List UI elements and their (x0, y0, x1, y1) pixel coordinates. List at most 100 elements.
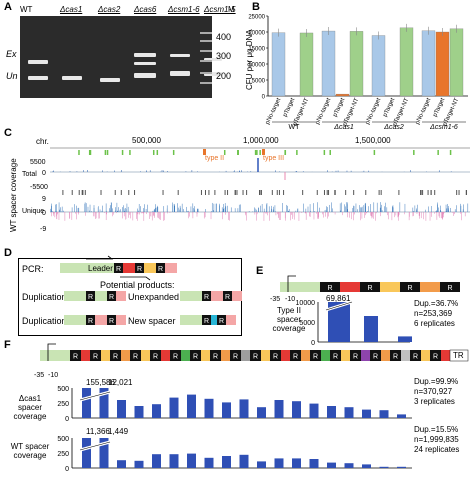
f-spacer-block (121, 350, 130, 361)
e-leader-block (280, 282, 320, 292)
f-bottom-peak-2: 1,449 (108, 427, 129, 436)
spacer-origin-mark (345, 190, 347, 195)
f-spacer-block (201, 350, 210, 361)
b-group-label: Δcas2 (383, 124, 404, 131)
chr-tick-1.5m: 1,500,000 (355, 136, 391, 145)
spacer-origin-mark (365, 190, 367, 195)
f-bottom-bar (362, 464, 371, 468)
spacer-origin-mark (162, 190, 164, 195)
spacer-block (123, 263, 135, 273)
f-repeat-label: R (233, 354, 238, 361)
f-bottom-bar (169, 454, 179, 468)
panel-a-letter: A (4, 1, 12, 13)
e-promoter-arrow (287, 275, 296, 292)
spacer-origin-mark (466, 190, 468, 195)
gel-lane-label: Δcas1 (60, 5, 83, 14)
b-y-tick-label: 0 (262, 95, 266, 101)
spacer-origin-mark (71, 190, 73, 195)
f-spacer-block (161, 350, 170, 361)
spacer-origin-mark (430, 190, 432, 195)
chr-gene-mark (254, 150, 257, 155)
repeat-block (86, 291, 95, 301)
f-bottom-bar (379, 466, 389, 468)
chr-tick-500k: 500,000 (132, 136, 161, 145)
f-top-bar (187, 394, 196, 418)
f-bottom-ylabel: WT spacer coverage (10, 442, 50, 461)
spacer-origin-mark (78, 190, 80, 195)
f-bottom-bar (152, 454, 161, 468)
chr-gene-mark (296, 150, 298, 155)
f-repeat-label: R (413, 354, 418, 361)
f-top-ylabel: Δcas1 spacer coverage (13, 394, 47, 422)
f-bottom-bar (187, 453, 196, 468)
f-tr-block (449, 349, 469, 362)
f-spacer-block (341, 350, 350, 361)
f-bottom-bar (134, 460, 144, 468)
spacer-block (95, 291, 107, 301)
spacer-origin-mark (456, 190, 458, 195)
f-bottom-bar (327, 462, 336, 468)
spacer-origin-mark (224, 190, 226, 195)
spacer-origin-mark (328, 190, 330, 195)
e-repeat-label: R (447, 285, 452, 292)
e-pos-10: -10 (285, 296, 296, 303)
chr-gene-mark (88, 150, 91, 155)
f-repeat-block (310, 350, 321, 361)
f-bottom-bar (82, 438, 91, 468)
f-repeat-label: R (133, 354, 138, 361)
f-bottom-stat-rep: 24 replicates (414, 445, 460, 454)
f-spacer-block (381, 350, 390, 361)
pcr-label: PCR: (22, 264, 44, 274)
leader-label: Leader (88, 264, 113, 273)
f-top-peak-2: 12,021 (108, 378, 133, 387)
spacer-origin-mark (271, 190, 273, 195)
e-array-block (340, 282, 360, 292)
f-top-bar (82, 388, 91, 418)
new-spacer-block (211, 315, 217, 325)
f-top-bar (309, 403, 319, 418)
f-spacer-block (321, 350, 330, 361)
chr-gene-mark (373, 150, 376, 155)
f-bottom-bar (309, 459, 319, 468)
e-y-tick-label: 5000 (299, 320, 315, 327)
y-unique-zero: 0 (42, 210, 46, 217)
f-top-bar (379, 410, 389, 418)
type-iii-mark (262, 149, 265, 155)
leader-block (180, 291, 202, 301)
e-array-block (420, 282, 440, 292)
chr-gene-mark (237, 150, 239, 155)
f-repeat-block (390, 350, 401, 361)
f-repeat-label: R (313, 354, 318, 361)
spacer-origin-mark (120, 190, 122, 195)
type-ii-label: type II (205, 155, 225, 162)
spacer-origin-mark (427, 190, 429, 195)
f-top-bar (292, 401, 301, 418)
marker-200: 200 (216, 71, 232, 81)
f-repeat-label: R (273, 354, 278, 361)
f-bottom-bar (99, 438, 109, 468)
repeat-block (135, 263, 144, 273)
e-repeat-label: R (367, 285, 372, 292)
f-top-bar (152, 404, 161, 418)
f-top-y-tick-label: 0 (65, 416, 69, 423)
e-array-block (400, 282, 420, 292)
f-repeat-block (410, 350, 421, 361)
f-bottom-bar (274, 458, 284, 468)
repeat-label: R (109, 294, 114, 301)
b-y-tick-label: 5000 (252, 79, 266, 85)
marker-300: 300 (216, 51, 232, 61)
f-spacer-block (301, 350, 310, 361)
f-repeat-block (90, 350, 101, 361)
type-iii-label: type III (263, 155, 285, 162)
repeat-block (114, 263, 123, 273)
f-pos-35: -35 (34, 372, 45, 379)
f-repeat-block (290, 350, 301, 361)
spacer-origin-mark (323, 190, 325, 195)
spacer-origin-mark (200, 190, 202, 195)
f-top-break-line (79, 391, 111, 401)
f-spacer-block (261, 350, 270, 361)
type-ii-mark (203, 149, 206, 155)
spacer-origin-mark (208, 190, 210, 195)
